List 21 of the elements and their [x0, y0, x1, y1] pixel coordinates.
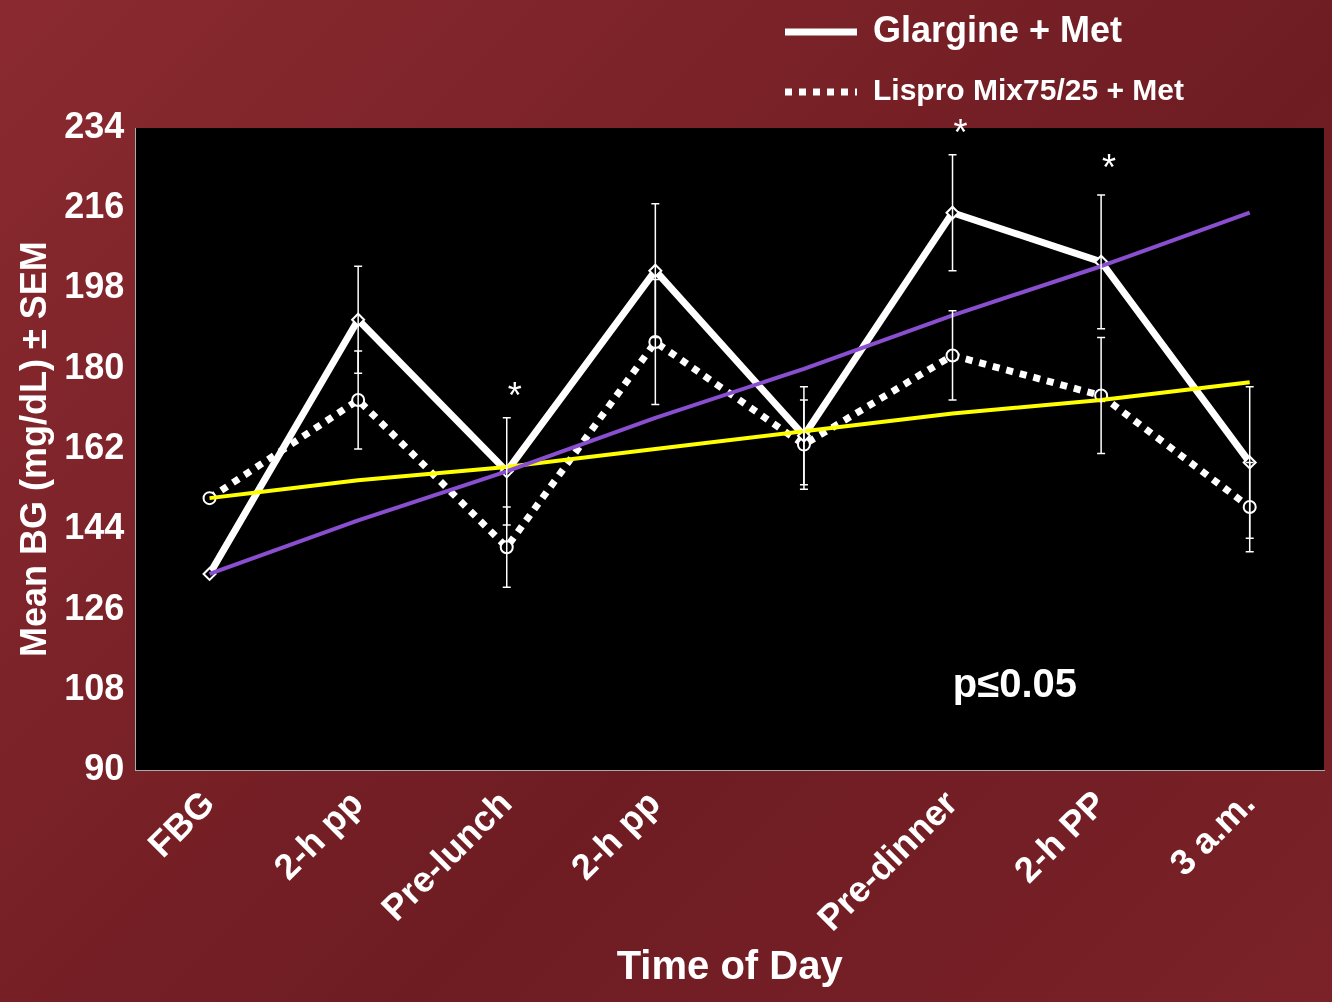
annotation: *: [507, 374, 522, 416]
y-tick-label: 180: [64, 345, 125, 387]
x-axis-title: Time of Day: [616, 943, 844, 988]
y-tick-label: 216: [64, 185, 125, 227]
legend-label: Glargine + Met: [873, 8, 1123, 50]
x-tick-label: 3 a.m.: [1161, 782, 1263, 884]
x-tick-label: 2-h pp: [265, 782, 371, 888]
y-tick-label: 234: [64, 104, 125, 146]
y-axis-title: Mean BG (mg/dL) ± SEM: [12, 241, 54, 657]
y-tick-label: 108: [64, 666, 125, 708]
y-tick-label: 162: [64, 426, 125, 467]
annotation: *: [1102, 147, 1117, 189]
y-tick-label: 198: [64, 265, 125, 307]
annotation: p≤0.05: [952, 660, 1078, 705]
legend-label: Lispro Mix75/25 + Met: [873, 73, 1184, 107]
annotation: *: [953, 111, 968, 153]
x-tick-label: 2-h pp: [562, 782, 669, 888]
y-tick-label: 90: [84, 747, 125, 789]
y-tick-label: 144: [64, 506, 125, 548]
y-tick-label: 126: [64, 586, 125, 628]
x-tick-label: 2-h PP: [1005, 782, 1114, 891]
